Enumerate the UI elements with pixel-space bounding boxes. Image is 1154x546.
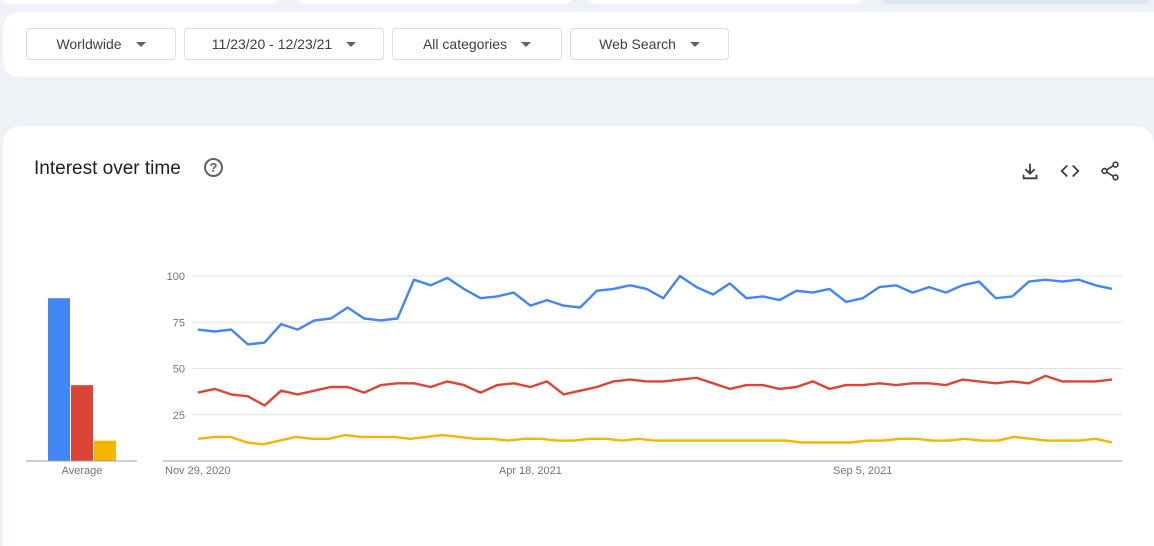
x-tick-label: Apr 18, 2021 [499,465,562,477]
top-pill-2 [297,0,573,4]
category-label: All categories [422,36,508,52]
embed-code-icon[interactable] [1059,160,1081,182]
top-pill-4 [878,0,1154,4]
average-bar-3 [94,440,116,461]
caret-down-icon [521,41,532,47]
date-range-label: 11/23/20 - 12/23/21 [211,36,333,52]
average-bar-1 [48,298,70,461]
category-dropdown[interactable]: All categories [392,28,562,60]
caret-down-icon [346,41,357,47]
caret-down-icon [135,41,146,47]
download-icon[interactable] [1019,160,1041,182]
y-tick-label: 50 [173,364,185,376]
y-tick-label: 100 [167,271,185,283]
series-line-3 [197,433,1113,446]
top-pill-1 [0,0,280,4]
card-title: Interest over time [34,158,181,179]
interest-over-time-card: Interest over time ? [3,126,1154,546]
date-range-dropdown[interactable]: 11/23/20 - 12/23/21 [184,28,384,60]
region-dropdown[interactable]: Worldwide [26,28,176,60]
series-line-2 [197,374,1113,407]
caret-down-icon [689,41,700,47]
section-gap [0,77,1154,101]
search-type-label: Web Search [599,36,676,52]
search-type-dropdown[interactable]: Web Search [570,28,729,60]
average-bar-2 [71,385,93,461]
share-icon[interactable] [1099,160,1121,182]
top-pill-3 [588,0,864,4]
series-line-1 [197,274,1113,346]
average-label: Average [62,465,103,477]
x-tick-label: Sep 5, 2021 [833,465,892,477]
interest-chart: 25 50 75 100 Nov 29, 2020 Apr 18, 2021 Sep 5, … [26,271,1122,477]
region-label: Worldwide [56,36,122,52]
y-tick-label: 25 [173,410,185,422]
help-circle-icon[interactable]: ? [204,158,223,177]
filter-bar: Worldwide 11/23/20 - 12/23/21 All catego… [3,12,1154,77]
y-tick-label: 75 [173,317,185,329]
x-tick-label: Nov 29, 2020 [165,465,230,477]
